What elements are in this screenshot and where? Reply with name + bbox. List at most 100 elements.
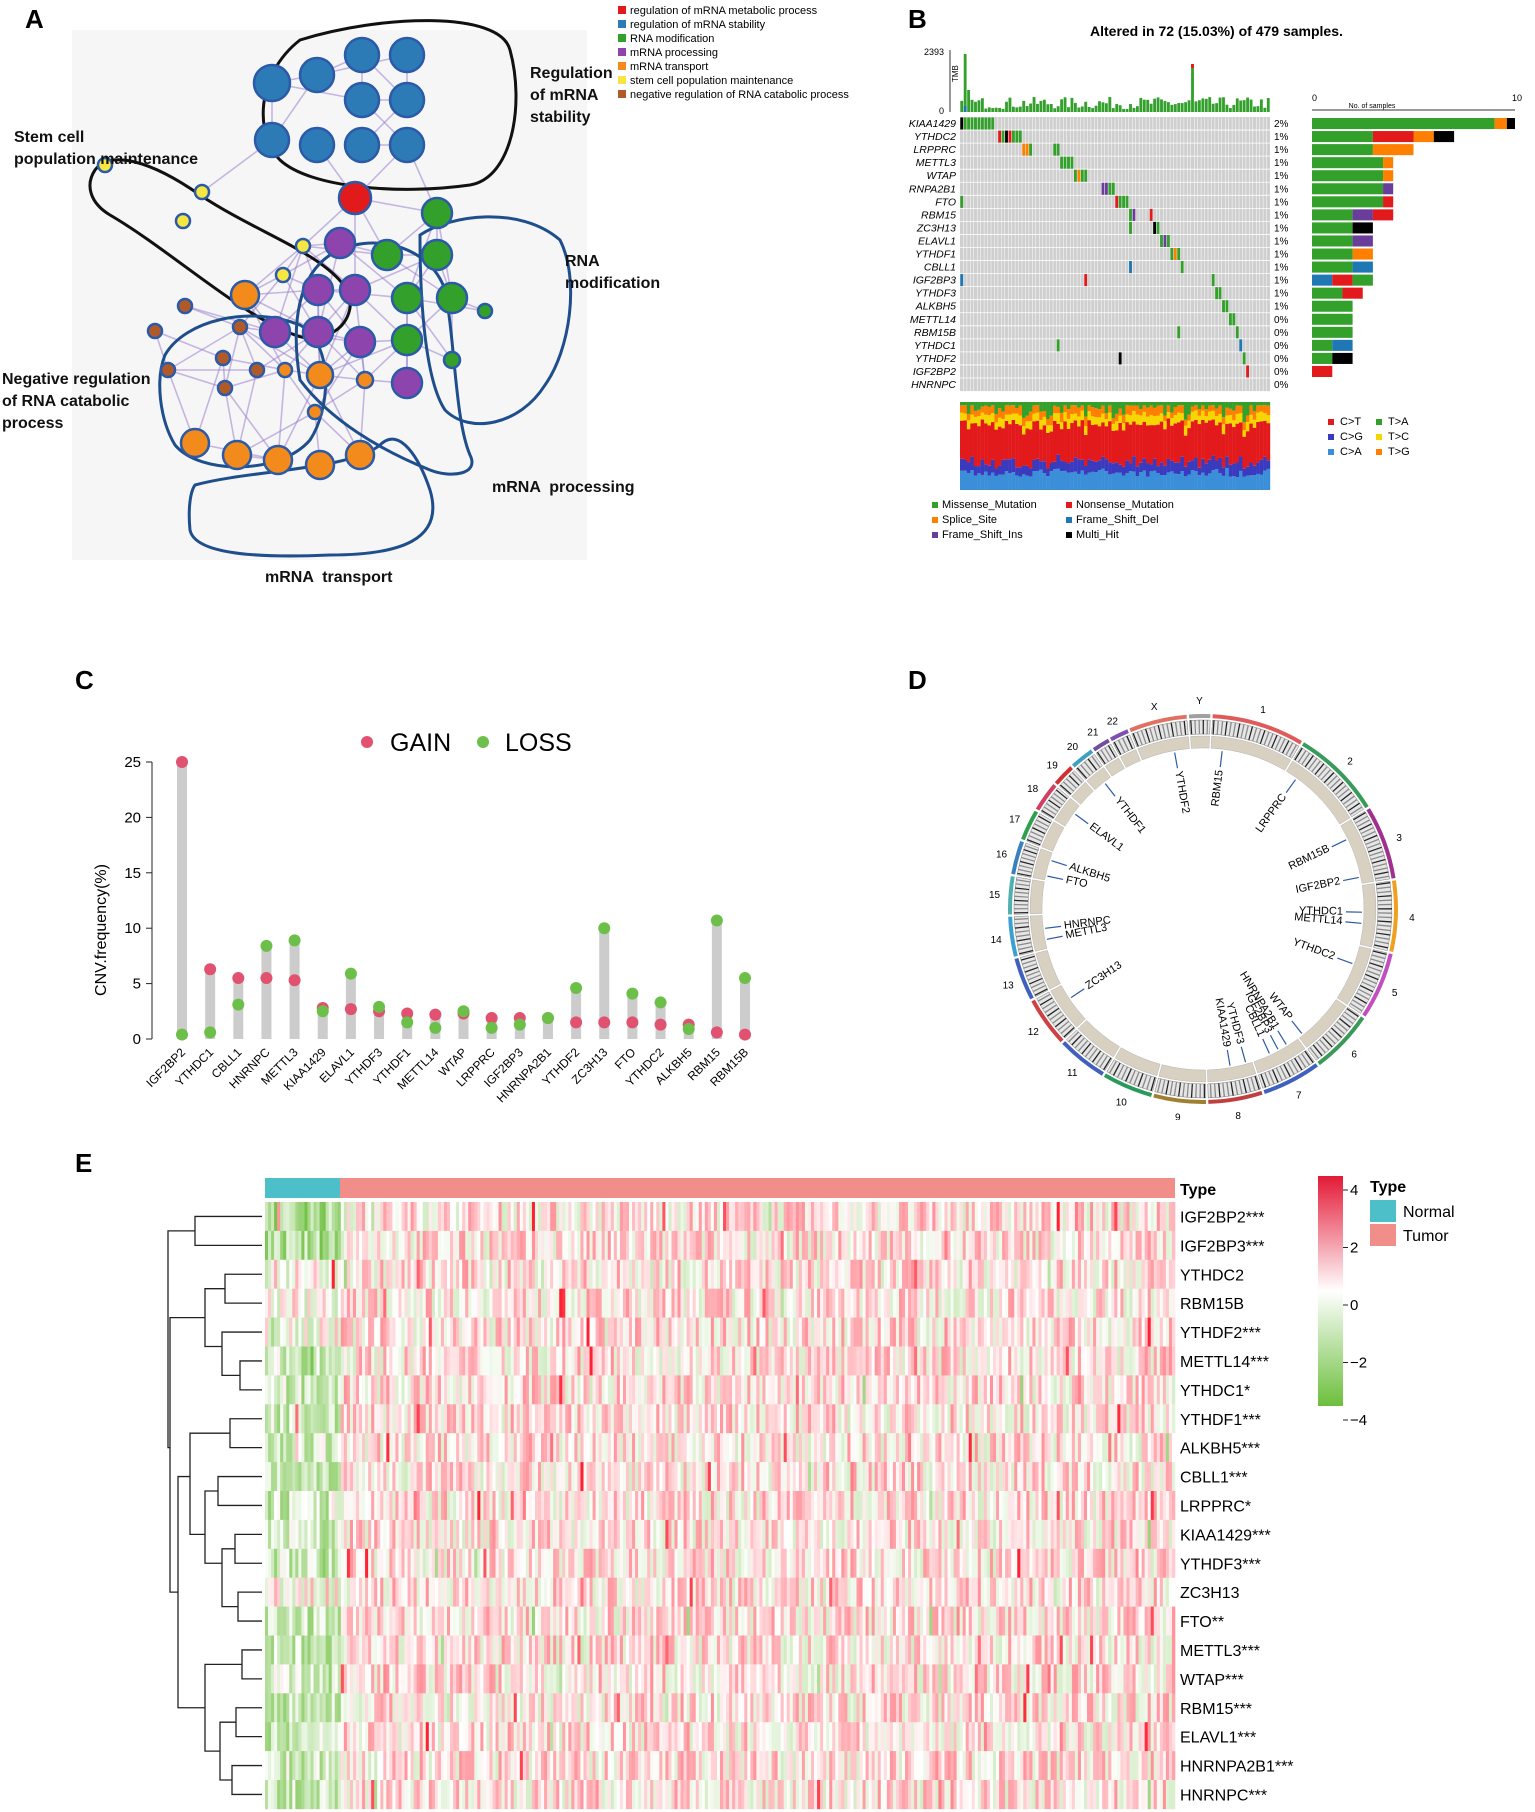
ideogram-band	[1353, 811, 1366, 821]
heatmap-cell	[610, 1288, 615, 1318]
heatmap-cell	[371, 1462, 375, 1492]
heatmap-cell	[507, 1404, 511, 1434]
ideogram-band	[1328, 1030, 1340, 1042]
heatmap-cell	[965, 1433, 970, 1463]
heatmap-cell	[480, 1230, 484, 1261]
heatmap-cell	[850, 1288, 854, 1318]
heatmap-cell	[283, 1404, 287, 1434]
heatmap-cell	[807, 1202, 812, 1232]
titv-bar	[1077, 416, 1081, 427]
heatmap-cell	[289, 1288, 293, 1318]
titv-bar	[1159, 405, 1164, 414]
heatmap-cell	[298, 1317, 302, 1347]
heatmap-cell	[1008, 1433, 1012, 1463]
heatmap-cell	[1074, 1259, 1079, 1289]
heatmap-cell	[371, 1433, 375, 1463]
heatmap-cell	[289, 1259, 293, 1289]
dendrogram-link	[231, 1764, 262, 1796]
ideogram-band	[1260, 1073, 1267, 1088]
heatmap-cell	[993, 1288, 997, 1318]
heatmap-cell	[1084, 1404, 1088, 1434]
heatmap-cell	[935, 1317, 939, 1347]
chromosome-arc	[1366, 808, 1396, 879]
heatmap-cell	[716, 1259, 721, 1289]
heatmap-cell	[1168, 1202, 1173, 1232]
heatmap-cell	[483, 1375, 487, 1405]
heatmap-cell	[486, 1433, 490, 1463]
heatmap-cell	[1153, 1491, 1158, 1521]
heatmap-cell	[747, 1288, 751, 1318]
heatmap-cell	[553, 1375, 557, 1405]
heatmap-cell	[510, 1317, 515, 1347]
heatmap-cell	[723, 1230, 727, 1261]
ideogram-band	[1268, 1070, 1275, 1085]
heatmap-cell	[622, 1375, 627, 1405]
gene-labels: KIAA1429YTHDC2LRPPRCMETTL3WTAPRNPA2B1FTO…	[909, 118, 957, 391]
heatmap-cell	[322, 1375, 326, 1405]
heatmap-cell	[1062, 1202, 1067, 1232]
heatmap-cell	[1150, 1202, 1155, 1232]
heatmap-cell	[956, 1230, 960, 1261]
heatmap-cell	[471, 1375, 475, 1405]
mutation-cell	[960, 274, 964, 287]
heatmap-cell	[659, 1346, 663, 1376]
heatmap-cell	[1047, 1433, 1051, 1463]
heatmap-cell	[516, 1230, 521, 1261]
heatmap-cell	[292, 1491, 296, 1521]
heatmap-cell	[1150, 1230, 1155, 1261]
heatmap-cell	[789, 1202, 794, 1232]
heatmap-cell	[750, 1433, 754, 1463]
heatmap-cell	[328, 1230, 333, 1261]
heatmap-cell	[1029, 1317, 1033, 1347]
heatmap-cell	[959, 1433, 963, 1463]
titv-bar	[1008, 459, 1012, 474]
heatmap-cell	[462, 1404, 466, 1434]
heatmap-cell	[507, 1491, 511, 1521]
heatmap-cell	[556, 1346, 560, 1376]
mutation-cell	[1011, 130, 1015, 143]
mutation-cell	[1073, 169, 1077, 182]
heatmap-cell	[977, 1202, 982, 1232]
heatmap-cell	[352, 1462, 357, 1492]
heatmap-cell	[932, 1491, 936, 1521]
dendrogram-link	[169, 1316, 205, 1593]
heatmap-cell	[762, 1288, 766, 1318]
heatmap-cell	[437, 1259, 442, 1289]
heatmap-cell	[313, 1202, 317, 1232]
ideogram-band	[1019, 949, 1034, 955]
heatmap-cell	[1093, 1346, 1097, 1376]
heatmap-cell	[440, 1230, 445, 1261]
heatmap-cell	[780, 1433, 784, 1463]
titv-bar	[1077, 426, 1081, 460]
heatmap-cell	[477, 1433, 481, 1463]
titv-bar	[1115, 421, 1119, 431]
loss-point	[401, 1016, 414, 1029]
heatmap-cell	[280, 1462, 284, 1492]
titv-bar	[1194, 457, 1198, 472]
heatmap-cell	[486, 1404, 490, 1434]
tmb-bar	[1225, 104, 1229, 112]
heatmap-cell	[571, 1288, 575, 1318]
heatmap-cell	[795, 1259, 800, 1289]
heatmap-cell	[832, 1288, 836, 1318]
heatmap-cell	[680, 1202, 684, 1232]
heatmap-cell	[1074, 1491, 1079, 1521]
heatmap-cell	[474, 1491, 478, 1521]
heatmap-cell	[283, 1259, 287, 1289]
heatmap-cell	[407, 1491, 411, 1521]
heatmap-cell	[268, 1375, 272, 1405]
heatmap-cell	[313, 1346, 317, 1376]
heatmap-cell	[477, 1346, 481, 1376]
ideogram-band	[1342, 795, 1355, 805]
network-node	[214, 349, 232, 367]
heatmap-cell	[914, 1259, 918, 1289]
ideogram-band	[1116, 1064, 1125, 1078]
heatmap-cell	[1111, 1404, 1115, 1434]
heatmap-cell	[744, 1375, 748, 1405]
heatmap-cell	[920, 1230, 924, 1261]
heatmap-cell	[1062, 1317, 1067, 1347]
ideogram-band	[1117, 739, 1126, 753]
heatmap-cell	[662, 1433, 666, 1463]
chromosome-label: 14	[991, 935, 1003, 946]
heatmap-cell	[926, 1346, 930, 1376]
